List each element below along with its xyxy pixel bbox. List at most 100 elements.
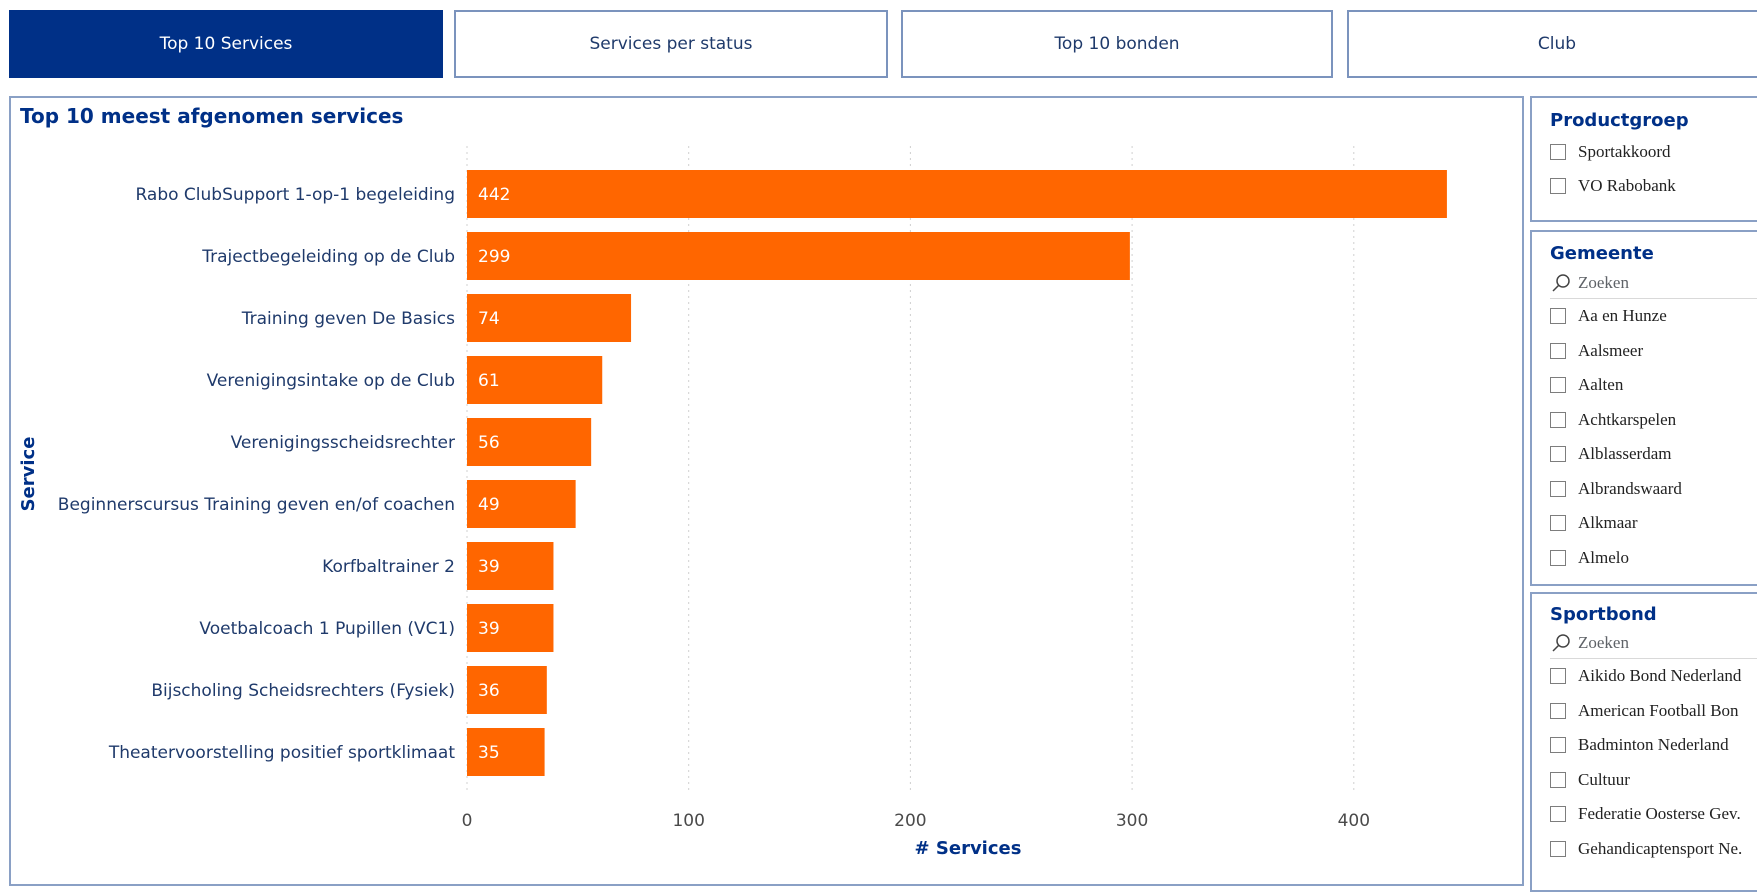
search-icon — [1552, 634, 1570, 652]
checkbox[interactable] — [1550, 411, 1566, 428]
slicer-item[interactable]: Badminton Nederland — [1550, 731, 1729, 759]
checkbox[interactable] — [1550, 446, 1566, 462]
x-tick-label: 300 — [1116, 811, 1148, 831]
checkbox[interactable] — [1550, 377, 1566, 393]
slicer-title: Gemeente — [1550, 243, 1654, 264]
checkbox[interactable] — [1550, 178, 1566, 194]
category-label: Training geven De Basics — [241, 309, 455, 329]
slicer-item[interactable]: Aalsmeer — [1550, 337, 1643, 365]
bar[interactable] — [467, 294, 632, 342]
slicer-item[interactable]: Alkmaar — [1550, 509, 1637, 537]
slicer-item-label: Badminton Nederland — [1578, 735, 1729, 754]
slicer-item-label: American Football Bon — [1578, 700, 1739, 720]
slicer-item-label: Aikido Bond Nederland — [1578, 666, 1742, 685]
slicer-sportbond: Sportbond Zoeken Aikido Bond Nederland Am… — [1530, 592, 1757, 892]
slicer-item[interactable]: Gehandicaptensport Ne. — [1550, 835, 1742, 863]
checkbox[interactable] — [1550, 144, 1566, 160]
search-box[interactable]: Zoeken — [1550, 628, 1757, 659]
bar[interactable] — [467, 666, 547, 714]
bar[interactable] — [467, 728, 545, 776]
checkbox[interactable] — [1550, 771, 1566, 788]
slicer-item[interactable]: Aalten — [1550, 371, 1623, 399]
slicer-item-label: Albrandswaard — [1578, 478, 1682, 498]
bar[interactable] — [467, 542, 554, 590]
checkbox[interactable] — [1550, 806, 1566, 822]
category-label: Verenigingsintake op de Club — [207, 371, 455, 391]
checkbox[interactable] — [1550, 342, 1566, 359]
slicer-item[interactable]: Almelo — [1550, 544, 1629, 572]
category-label: Rabo ClubSupport 1-op-1 begeleiding — [135, 185, 455, 205]
chart-panel: Top 10 meest afgenomen services 0 100 200 3… — [9, 96, 1524, 886]
x-tick-label: 100 — [672, 811, 704, 831]
slicer-item-label: Alblasserdam — [1578, 444, 1672, 463]
category-label: Theatervoorstelling positief sportklimaa… — [108, 743, 456, 763]
y-axis-title: Service — [18, 437, 39, 512]
slicer-item-label: Aalsmeer — [1578, 340, 1644, 360]
bar[interactable] — [467, 418, 592, 466]
slicer-productgroep: Productgroep Sportakkoord VO Rabobank — [1530, 96, 1757, 222]
bar-value-label: 299 — [478, 247, 510, 267]
bar-value-label: 35 — [478, 743, 500, 763]
slicer-title: Productgroep — [1550, 110, 1689, 131]
search-box[interactable]: Zoeken — [1550, 268, 1757, 299]
slicer-item[interactable]: Aa en Hunze — [1550, 302, 1667, 330]
slicer-item-label: VO Rabobank — [1578, 176, 1676, 195]
slicer-item[interactable]: VO Rabobank — [1550, 172, 1676, 200]
bar[interactable] — [467, 604, 554, 652]
search-placeholder: Zoeken — [1578, 273, 1629, 292]
tab-top-10-bonden[interactable]: Top 10 bonden — [901, 10, 1333, 78]
slicer-item-label: Sportakkoord — [1578, 142, 1671, 161]
bar-value-label: 442 — [478, 185, 510, 205]
checkbox[interactable] — [1550, 515, 1566, 531]
category-label: Beginnerscursus Training geven en/of coa… — [58, 495, 455, 515]
slicer-item[interactable]: Sportakkoord — [1550, 138, 1671, 166]
slicer-item-label: Aa en Hunze — [1578, 306, 1667, 325]
slicer-item-label: Cultuur — [1578, 769, 1630, 789]
bar-chart: 0 100 200 300 400 Rabo ClubSupport 1-op-1 beg… — [18, 146, 1447, 859]
slicer-title: Sportbond — [1550, 604, 1657, 625]
bar-value-label: 39 — [478, 619, 500, 639]
slicer-gemeente: Gemeente Zoeken Aa en Hunze Aalsmeer Aalte… — [1530, 230, 1757, 586]
slicer-item-label: Federatie Oosterse Gev. — [1578, 804, 1741, 823]
bar-value-label: 61 — [478, 371, 500, 391]
category-label: Verenigingsscheidsrechter — [231, 433, 455, 453]
slicer-item-label: Alkmaar — [1578, 513, 1638, 532]
bar-value-label: 36 — [478, 681, 500, 701]
tab-club[interactable]: Club — [1347, 10, 1757, 78]
slicer-item-label: Aalten — [1578, 375, 1624, 394]
slicer-item[interactable]: Alblasserdam — [1550, 440, 1671, 468]
checkbox[interactable] — [1550, 549, 1566, 566]
category-label: Bijscholing Scheidsrechters (Fysiek) — [151, 681, 455, 701]
category-label: Voetbalcoach 1 Pupillen (VC1) — [199, 619, 455, 639]
x-tick-label: 200 — [894, 811, 926, 831]
bar-value-label: 39 — [478, 557, 500, 577]
checkbox[interactable] — [1550, 668, 1566, 684]
checkbox[interactable] — [1550, 702, 1566, 719]
slicer-item[interactable]: Federatie Oosterse Gev. — [1550, 800, 1741, 828]
slicer-item[interactable]: Aikido Bond Nederland — [1550, 662, 1741, 690]
checkbox[interactable] — [1550, 840, 1566, 857]
checkbox[interactable] — [1550, 737, 1566, 753]
bar-value-label: 56 — [478, 433, 500, 453]
search-placeholder: Zoeken — [1578, 633, 1629, 652]
checkbox[interactable] — [1550, 480, 1566, 497]
bar[interactable] — [467, 170, 1447, 218]
slicer-item[interactable]: Cultuur — [1550, 766, 1630, 794]
x-tick-label: 400 — [1338, 811, 1370, 831]
bar[interactable] — [467, 232, 1130, 280]
report-page-tabs: Top 10 Services Services per status Top … — [0, 0, 1757, 80]
chart-title: Top 10 meest afgenomen services — [20, 104, 404, 128]
checkbox[interactable] — [1550, 308, 1566, 324]
tab-top-10-services[interactable]: Top 10 Services — [9, 10, 443, 78]
slicer-item[interactable]: Achtkarspelen — [1550, 406, 1676, 434]
bar[interactable] — [467, 356, 603, 404]
slicer-item[interactable]: Albrandswaard — [1550, 475, 1682, 503]
search-icon — [1552, 274, 1570, 292]
tab-services-per-status[interactable]: Services per status — [454, 10, 888, 78]
bar[interactable] — [467, 480, 576, 528]
x-axis-title: # Services — [915, 838, 1022, 859]
slicer-item[interactable]: American Football Bon — [1550, 697, 1739, 725]
slicer-item-label: Achtkarspelen — [1578, 409, 1677, 429]
category-label: Korfbaltrainer 2 — [322, 557, 455, 577]
slicer-item-label: Almelo — [1578, 547, 1629, 567]
